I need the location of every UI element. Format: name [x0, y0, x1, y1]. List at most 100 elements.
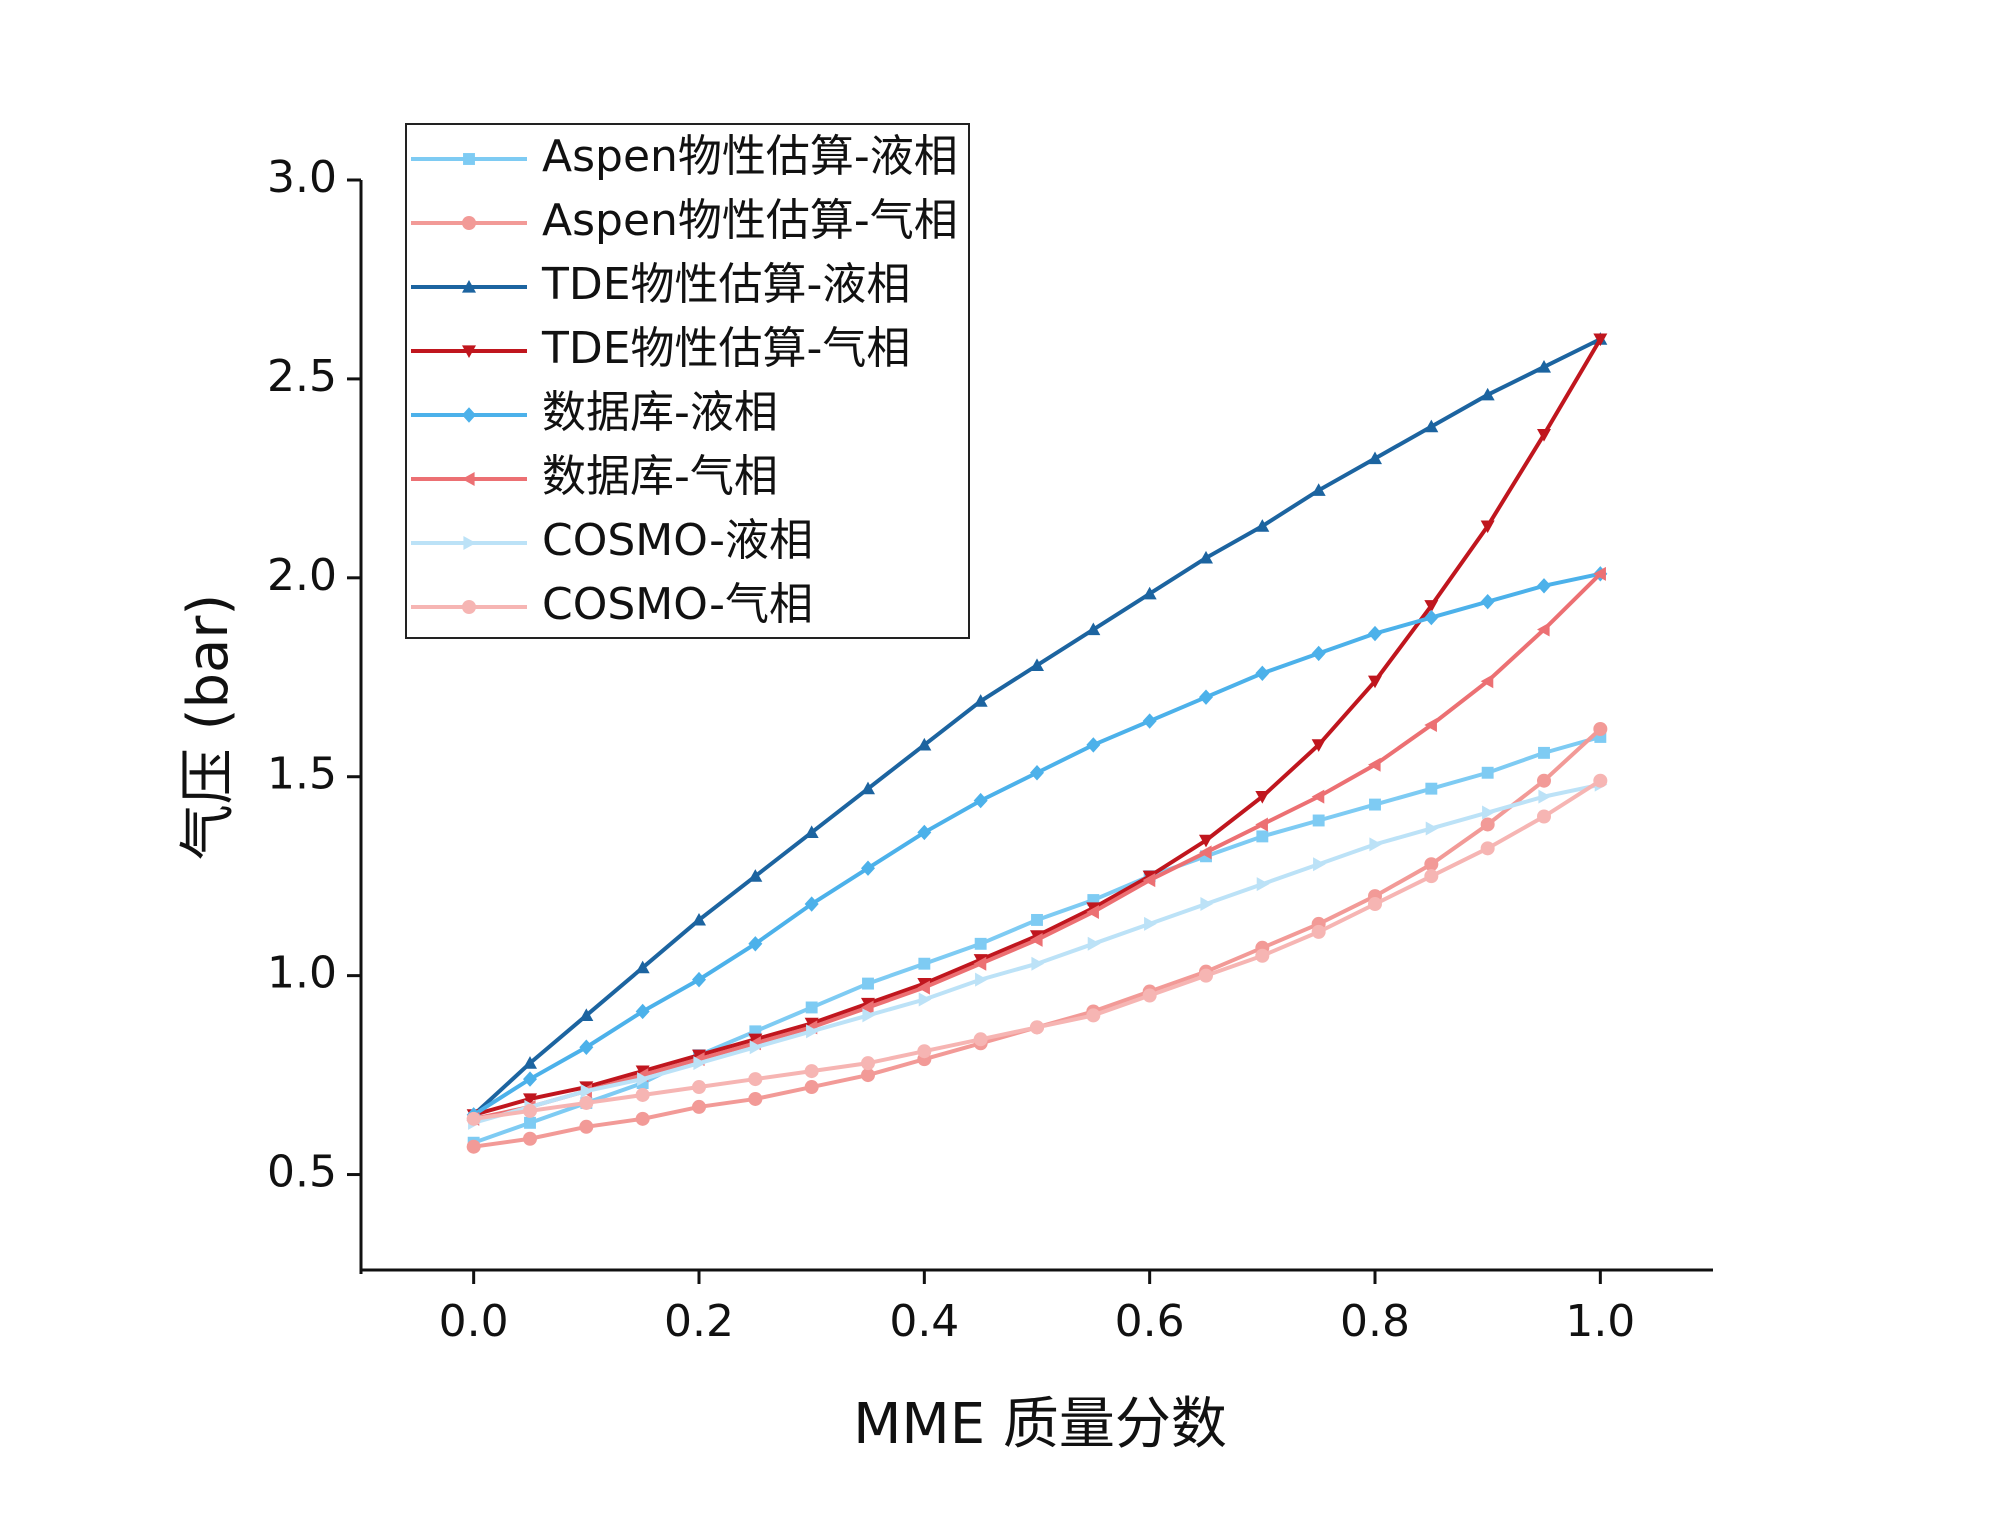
point: [1142, 988, 1157, 1003]
point: [579, 1008, 594, 1022]
point: [579, 1095, 594, 1110]
point: [1368, 675, 1382, 689]
point: [748, 1072, 763, 1087]
y-tick-label: 3.0: [267, 152, 337, 203]
point: [1424, 419, 1439, 433]
point: [1425, 821, 1439, 836]
point: [523, 1131, 537, 1146]
point: [1537, 809, 1551, 824]
point: [523, 1056, 537, 1069]
point: [805, 1001, 818, 1014]
y-tick-label: 2.0: [267, 550, 337, 601]
point: [1537, 622, 1550, 637]
point: [523, 1093, 537, 1106]
point: [692, 971, 706, 988]
point: [804, 1064, 819, 1079]
point: [749, 1025, 762, 1038]
point: [580, 1084, 594, 1099]
point: [749, 1040, 763, 1055]
x-tick-label: 1.0: [1565, 1296, 1635, 1347]
point: [1538, 789, 1551, 804]
point: [1480, 520, 1495, 534]
point: [1256, 877, 1270, 892]
point: [692, 912, 706, 926]
legend-marker: [462, 216, 476, 230]
legend-label: 数据库-液相: [542, 387, 778, 438]
point: [1593, 773, 1608, 788]
point: [861, 1056, 875, 1071]
point: [579, 1119, 594, 1134]
point: [917, 1044, 932, 1059]
point: [1142, 713, 1157, 729]
point: [1368, 451, 1382, 465]
point: [579, 1039, 594, 1055]
point: [1087, 894, 1100, 907]
point: [1030, 1020, 1044, 1035]
point: [1200, 850, 1212, 863]
point: [973, 792, 988, 809]
point: [918, 992, 932, 1007]
point: [917, 980, 930, 995]
point: [1199, 550, 1213, 564]
point: [1200, 897, 1213, 912]
point: [804, 896, 819, 912]
point: [1594, 730, 1607, 743]
point: [1311, 645, 1326, 662]
point: [1086, 737, 1101, 753]
x-tick-label: 0.4: [889, 1296, 959, 1347]
point: [524, 1116, 536, 1129]
series: [468, 777, 1608, 1130]
legend-label: Aspen物性估算-气相: [542, 195, 958, 246]
point: [861, 860, 875, 876]
legend-box: [405, 123, 970, 639]
point: [1311, 789, 1325, 804]
point: [1368, 625, 1382, 642]
x-tick-label: 0.2: [664, 1296, 734, 1347]
y-tick-label: 0.5: [267, 1147, 337, 1198]
legend-marker: [462, 345, 476, 358]
point: [1255, 665, 1270, 681]
series: [466, 566, 1606, 1126]
point: [748, 1091, 763, 1106]
point: [523, 1071, 537, 1087]
point: [635, 1003, 650, 1020]
point: [1144, 916, 1157, 931]
point: [1311, 483, 1326, 496]
point: [1311, 739, 1326, 752]
point: [1424, 718, 1437, 733]
point: [1142, 586, 1157, 600]
y-tick-label: 1.0: [267, 948, 337, 999]
legend-marker: [462, 600, 476, 614]
point: [1030, 765, 1044, 781]
legend-marker: [462, 280, 476, 293]
point: [918, 957, 931, 970]
point: [1424, 609, 1439, 626]
point: [973, 1032, 988, 1047]
point: [1086, 1008, 1101, 1023]
x-tick-label: 0.0: [439, 1296, 509, 1347]
point: [1255, 791, 1270, 804]
point: [692, 1099, 706, 1114]
series: [466, 332, 1608, 1121]
x-tick-label: 0.8: [1340, 1296, 1410, 1347]
point: [1424, 857, 1439, 872]
point: [1256, 830, 1269, 843]
point: [1255, 948, 1270, 963]
point: [1480, 387, 1495, 401]
point: [1424, 600, 1439, 613]
y-tick-label: 2.5: [267, 351, 337, 402]
point: [466, 1139, 481, 1154]
point: [1368, 757, 1381, 772]
point: [1480, 593, 1495, 610]
point: [748, 936, 763, 952]
point: [1086, 622, 1101, 636]
point: [1031, 956, 1044, 971]
legend-marker: [463, 536, 476, 550]
point: [1369, 798, 1381, 811]
point: [1368, 897, 1382, 912]
point: [1593, 333, 1608, 347]
point: [1199, 834, 1213, 848]
point: [1593, 721, 1608, 736]
point: [1142, 873, 1156, 888]
